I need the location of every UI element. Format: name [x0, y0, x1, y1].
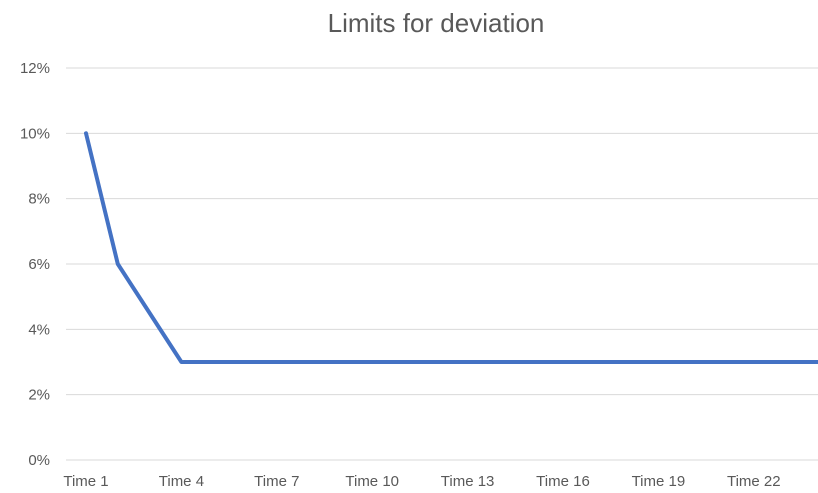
x-tick-label: Time 19: [632, 473, 686, 490]
x-tick-label: Time 13: [441, 473, 495, 490]
y-tick-label: 2%: [28, 387, 50, 404]
y-tick-label: 4%: [28, 321, 50, 338]
x-tick-label: Time 10: [345, 473, 399, 490]
x-tick-label: Time 4: [159, 473, 204, 490]
x-tick-label: Time 22: [727, 473, 781, 490]
chart-title: Limits for deviation: [328, 8, 545, 38]
y-tick-label: 0%: [28, 452, 50, 469]
x-axis-tick-labels: Time 1 Time 4 Time 7 Time 10 Time 13 Time 16 T…: [63, 473, 780, 490]
gridlines: [66, 67, 818, 461]
y-tick-label: 8%: [28, 191, 50, 208]
x-tick-label: Time 1: [63, 473, 108, 490]
y-tick-label: 6%: [28, 256, 50, 273]
x-tick-label: Time 7: [254, 473, 299, 490]
y-tick-label: 12%: [20, 60, 50, 77]
series-line: [84, 131, 818, 364]
series-lines: [84, 131, 818, 364]
x-tick-label: Time 16: [536, 473, 590, 490]
y-tick-label: 10%: [20, 125, 50, 142]
y-axis-tick-labels: 0% 2% 4% 6% 8% 10% 12%: [20, 60, 50, 469]
